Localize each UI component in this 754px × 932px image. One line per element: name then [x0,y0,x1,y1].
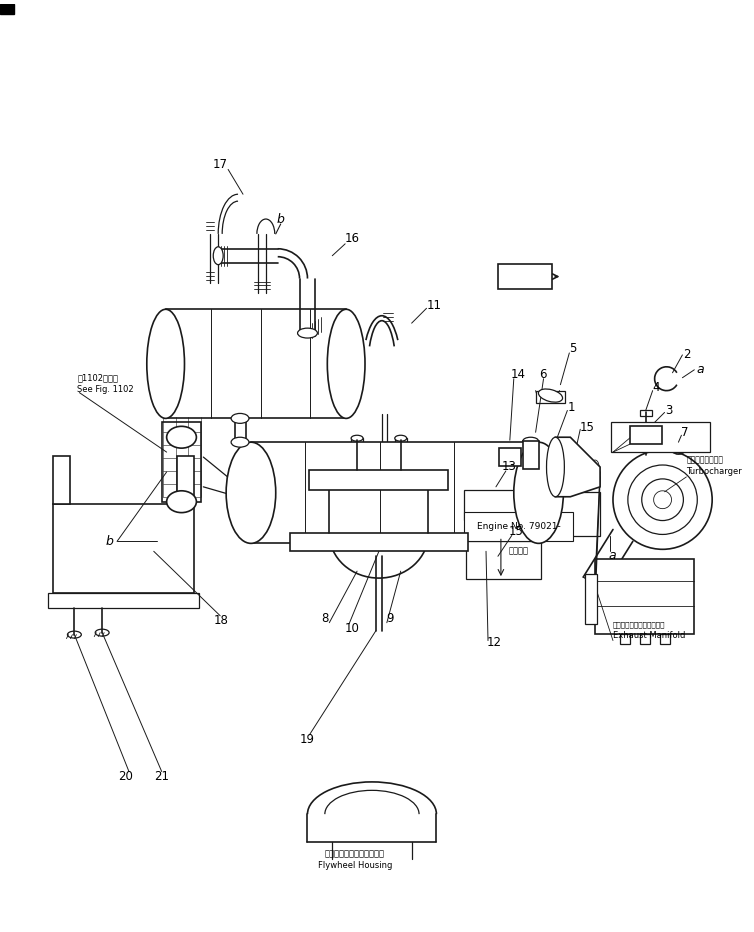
Circle shape [670,436,688,454]
FancyBboxPatch shape [498,264,553,290]
Bar [535,391,566,403]
Ellipse shape [541,508,559,519]
Text: 15: 15 [508,525,523,538]
Text: 1: 1 [568,401,575,414]
Text: 10: 10 [345,623,360,636]
Text: 8: 8 [322,612,329,625]
Text: 12: 12 [486,636,501,649]
Bar [466,541,541,579]
Text: Exhaust Manifold: Exhaust Manifold [613,631,685,640]
Bar [531,492,600,537]
Bar [290,533,468,552]
Circle shape [479,537,493,550]
Ellipse shape [478,555,494,566]
Text: a: a [697,363,704,377]
Ellipse shape [147,309,185,418]
Circle shape [144,541,160,556]
Bar [0,4,14,14]
Text: 6: 6 [539,368,547,381]
Text: 11: 11 [427,299,442,312]
Bar [595,559,694,634]
Text: フライホイールハウジング: フライホイールハウジング [325,849,385,858]
Ellipse shape [167,491,196,513]
Ellipse shape [538,389,562,403]
Text: Flywheel Housing: Flywheel Housing [318,861,392,870]
Text: See Fig. 1102: See Fig. 1102 [78,385,134,394]
Text: 2: 2 [684,349,691,362]
Ellipse shape [513,442,563,543]
Bar [630,426,661,445]
Ellipse shape [523,465,538,473]
Ellipse shape [231,437,249,447]
Bar [53,503,195,593]
Bar [176,456,195,503]
Circle shape [642,432,650,439]
Bar [251,442,538,543]
Ellipse shape [213,247,223,265]
Text: ターボチャージャ: ターボチャージャ [686,456,723,464]
Ellipse shape [547,437,565,497]
Text: 20: 20 [118,770,133,783]
Text: 13: 13 [501,460,516,473]
Text: 7: 7 [681,426,688,439]
Text: 16: 16 [345,232,360,245]
Bar [161,422,201,501]
Ellipse shape [231,414,249,423]
Text: 第1102図参照: 第1102図参照 [78,373,118,382]
Ellipse shape [569,509,582,518]
Ellipse shape [298,328,317,338]
Bar [464,490,529,519]
Bar [620,634,630,643]
Text: FWD: FWD [507,269,543,283]
Text: 適用号案: 適用号案 [509,547,529,555]
Bar [611,422,710,452]
Text: 9: 9 [386,612,394,625]
Text: エキゾーストマニホールド: エキゾーストマニホールド [613,622,666,628]
Text: 14: 14 [510,368,526,381]
Circle shape [82,541,98,556]
Text: Turbocharger: Turbocharger [686,468,742,476]
Bar [660,634,670,643]
Text: Engine No. 79021-: Engine No. 79021- [477,522,561,531]
Bar [523,441,538,469]
Text: b: b [277,212,285,226]
Bar [464,512,573,541]
Ellipse shape [67,631,81,638]
Circle shape [117,569,127,578]
Bar [499,448,521,466]
Bar [48,593,199,608]
Text: a: a [608,549,616,562]
Ellipse shape [327,309,365,418]
Circle shape [479,535,493,549]
Bar [53,456,70,503]
Ellipse shape [167,426,196,448]
Text: 4: 4 [653,381,661,394]
Polygon shape [556,437,600,497]
Text: 19: 19 [300,733,315,747]
Bar [309,470,449,490]
Bar [395,438,406,445]
Bar [351,438,363,445]
Text: 17: 17 [213,158,228,171]
Ellipse shape [395,435,406,441]
Bar [585,574,597,624]
Ellipse shape [351,435,363,441]
Text: b: b [105,535,113,548]
Text: 21: 21 [154,770,169,783]
Text: 18: 18 [213,614,228,627]
Bar [639,410,651,417]
Text: 3: 3 [665,404,673,417]
Text: 5: 5 [569,342,576,355]
Circle shape [117,521,127,530]
Circle shape [675,441,682,449]
Ellipse shape [226,442,276,543]
Ellipse shape [503,466,516,474]
Text: 15: 15 [580,421,595,433]
Bar [639,634,650,643]
Bar [166,309,346,418]
Ellipse shape [95,629,109,637]
Ellipse shape [523,437,538,445]
